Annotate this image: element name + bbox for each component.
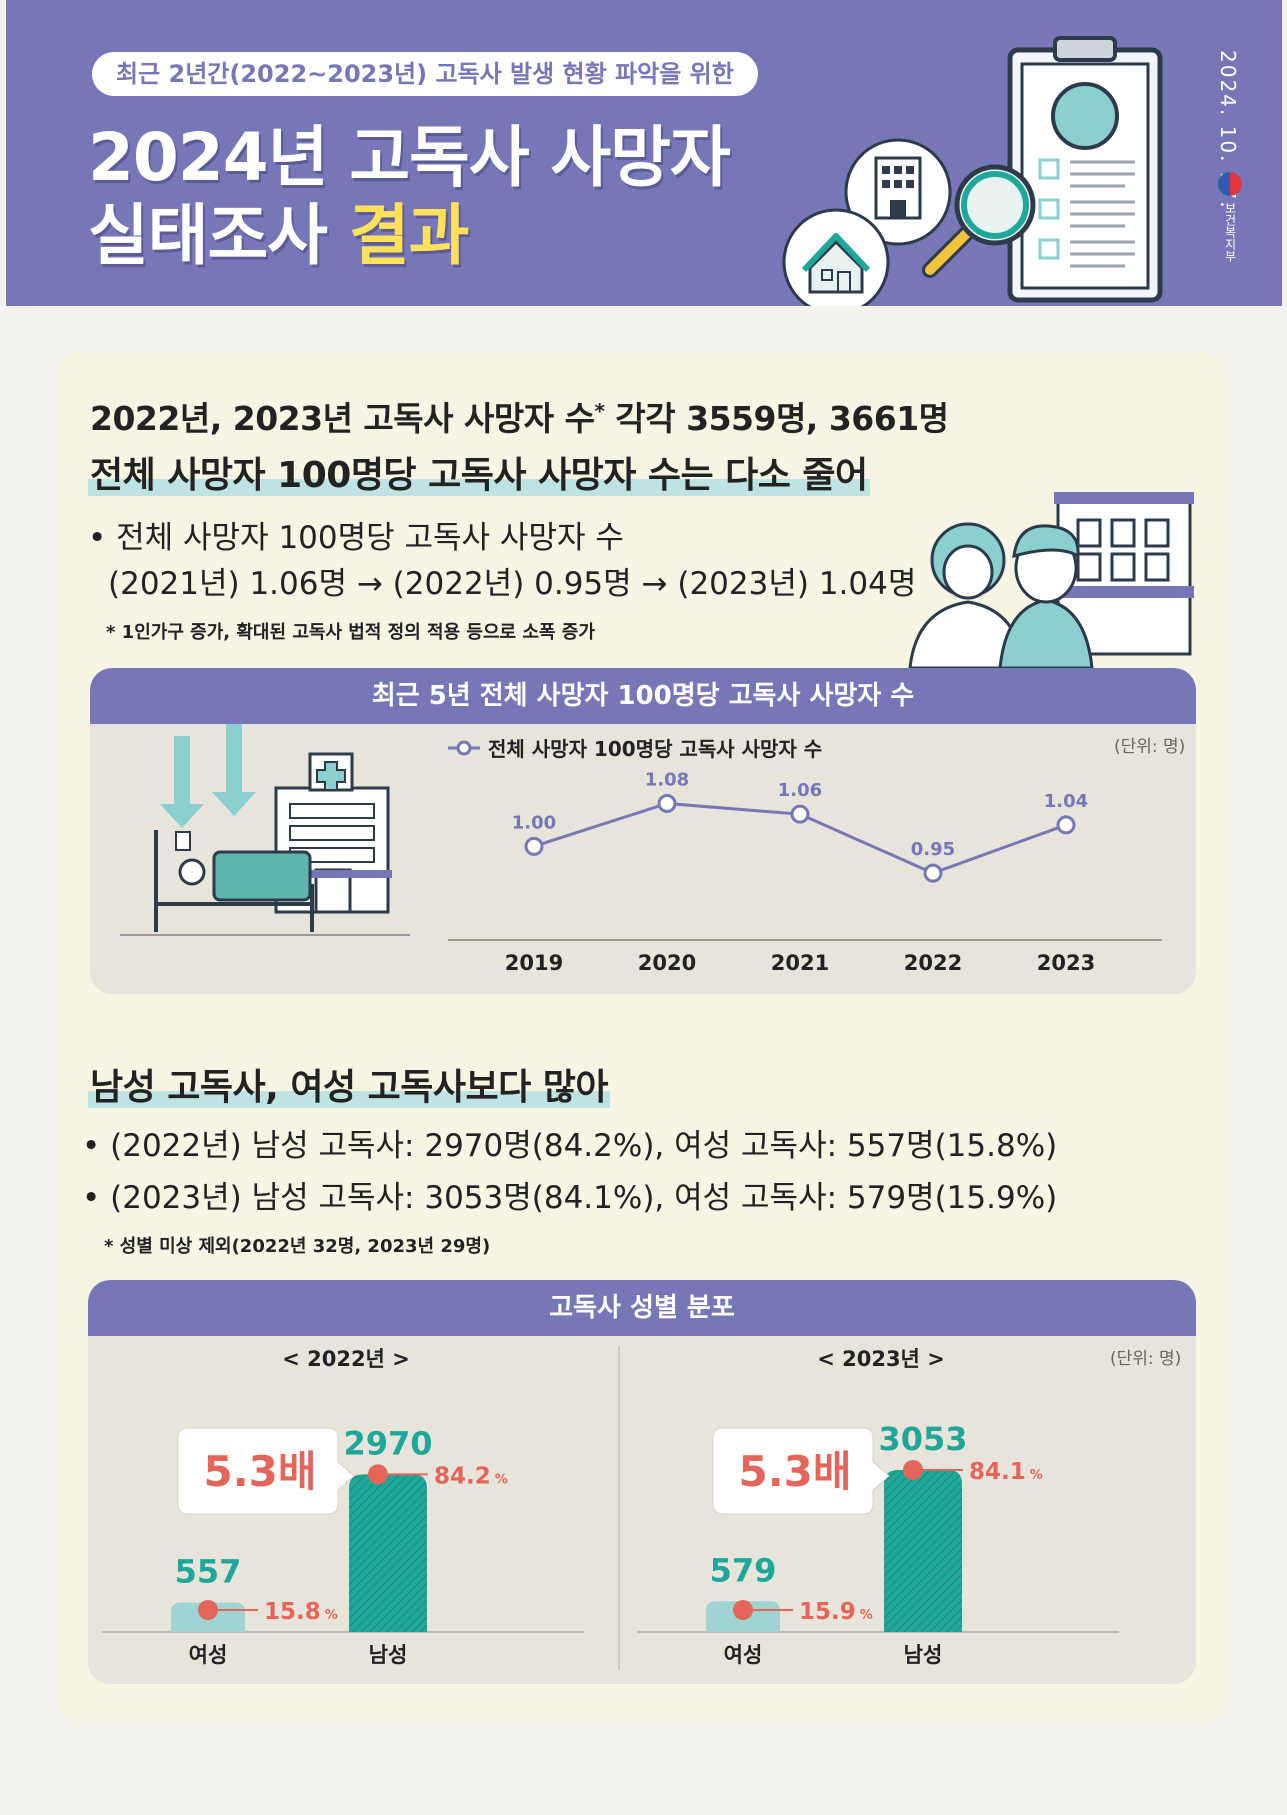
data-label-2023: 1.04 [1044, 791, 1088, 812]
chart1-title: 최근 5년 전체 사망자 100명당 고독사 사망자 수 [90, 668, 1196, 724]
section2-footnote: * 성별 미상 제외(2022년 32명, 2023년 29명) [104, 1236, 491, 1257]
people-illustration [908, 492, 1194, 670]
x-tick-2020: 2020 [638, 951, 696, 975]
line-point-2021 [790, 804, 810, 824]
ministry-name: 보건복지부 [1223, 202, 1237, 262]
page-title-line2: 실태조사 결과 [88, 182, 469, 278]
percent-dot-남성 [368, 1464, 388, 1485]
section1-headline-text: 2022년, 2023년 고독사 사망자 수 [90, 399, 595, 438]
woman-icon [908, 522, 1026, 670]
data-label-2021: 1.06 [778, 780, 822, 801]
bar-value-남성: 2970 [343, 1424, 432, 1462]
header-subtitle: 최근 2년간(2022~2023년) 고독사 발생 현황 파악을 위한 [92, 52, 758, 96]
ratio-label: 5.3배 [203, 1447, 316, 1496]
building-icon [844, 138, 952, 246]
percent-dot-남성 [903, 1460, 923, 1480]
bar-value-여성: 579 [710, 1551, 777, 1589]
section1-headline: 2022년, 2023년 고독사 사망자 수* 각각 3559명, 3661명 [90, 392, 949, 440]
bar-value-여성: 557 [175, 1552, 242, 1590]
section2-bullet-2023: • (2023년) 남성 고독사: 3053명(84.1%), 여성 고독사: … [82, 1180, 1058, 1216]
percent-label-남성: 84.1% [969, 1459, 1043, 1485]
line-point-2020 [657, 793, 677, 813]
line-legend: 전체 사망자 100명당 고독사 사망자 수 [448, 737, 822, 761]
clipboard-illustration [782, 36, 1163, 306]
panel-year-label: < 2022년 > [282, 1347, 410, 1371]
panel-divider [618, 1346, 620, 1670]
line-point-2019 [524, 836, 544, 856]
bar-category-남성: 남성 [369, 1643, 408, 1667]
legend-label: 전체 사망자 100명당 고독사 사망자 수 [488, 737, 822, 761]
section1-bullet: • 전체 사망자 100명당 고독사 사망자 수 [88, 520, 624, 556]
page-title-line1: 2024년 고독사 사망자 [88, 119, 731, 196]
x-tick-2019: 2019 [505, 951, 563, 975]
percent-label-여성: 15.9% [799, 1599, 873, 1625]
bar-male [884, 1470, 962, 1632]
section1-subheadline: 전체 사망자 100명당 고독사 사망자 수는 다소 줄어 [88, 455, 870, 496]
clipboard-icon [1007, 36, 1163, 303]
section1-footnote: * 1인가구 증가, 확대된 고독사 법적 정의 적용 등으로 소폭 증가 [106, 622, 595, 643]
ratio-bubble [177, 1427, 355, 1515]
data-label-2020: 1.08 [645, 769, 689, 790]
bar-category-여성: 여성 [189, 1643, 228, 1667]
down-arrows-icon [160, 724, 256, 828]
page-title-highlight: 결과 [348, 197, 469, 274]
chart2-title: 고독사 성별 분포 [88, 1280, 1196, 1336]
hospital-illustration [120, 724, 410, 936]
data-label-2022: 0.95 [911, 839, 955, 860]
line-chart: 전체 사망자 100명당 고독사 사망자 수 1.00 2019 1.08 2020 1… [448, 737, 1162, 975]
section2-bullet-2022: • (2022년) 남성 고독사: 2970명(84.2%), 여성 고독사: … [82, 1128, 1058, 1164]
page-title-line2-text: 실태조사 [88, 197, 349, 274]
chart2-box: 고독사 성별 분포 [88, 1280, 1196, 1684]
section2-headline-wrap: 남성 고독사, 여성 고독사보다 많아 [88, 1058, 610, 1110]
x-tick-2021: 2021 [771, 951, 829, 975]
legend-marker [456, 740, 472, 756]
section1-bullet-values: (2021년) 1.06명 → (2022년) 0.95명 → (2023년) … [108, 566, 917, 602]
x-tick-2022: 2022 [904, 951, 962, 975]
percent-label-남성: 84.2% [434, 1463, 508, 1489]
chart1-unit: (단위: 명) [1114, 737, 1186, 757]
apartment-icon [1054, 492, 1194, 656]
section2-headline: 남성 고독사, 여성 고독사보다 많아 [88, 1067, 610, 1108]
percent-label-여성: 15.8% [264, 1599, 338, 1625]
x-tick-2023: 2023 [1037, 951, 1095, 975]
hospital-bed-icon [154, 830, 314, 932]
ratio-label: 5.3배 [738, 1447, 851, 1496]
footnote-star: * [594, 399, 605, 423]
ministry-logo-icon [1218, 172, 1242, 196]
line-point-2023 [1056, 815, 1076, 835]
section1-subheadline-wrap: 전체 사망자 100명당 고독사 사망자 수는 다소 줄어 [88, 446, 870, 498]
data-label-2019: 1.00 [512, 812, 556, 833]
magnifier-icon [922, 164, 1036, 278]
percent-dot-여성 [733, 1600, 753, 1620]
house-icon [782, 208, 890, 306]
bar-value-남성: 3053 [878, 1420, 967, 1458]
section1-headline-numbers: 각각 3559명, 3661명 [604, 399, 949, 438]
panel-year-label: < 2023년 > [817, 1347, 945, 1371]
bar-category-여성: 여성 [724, 1643, 763, 1667]
chart2-unit: (단위: 명) [1110, 1349, 1182, 1369]
ratio-bubble [712, 1427, 890, 1515]
line-point-2022 [923, 863, 943, 883]
percent-dot-여성 [198, 1600, 218, 1620]
man-icon [998, 524, 1094, 670]
bar-male [349, 1474, 427, 1632]
bar-category-남성: 남성 [904, 1643, 943, 1667]
